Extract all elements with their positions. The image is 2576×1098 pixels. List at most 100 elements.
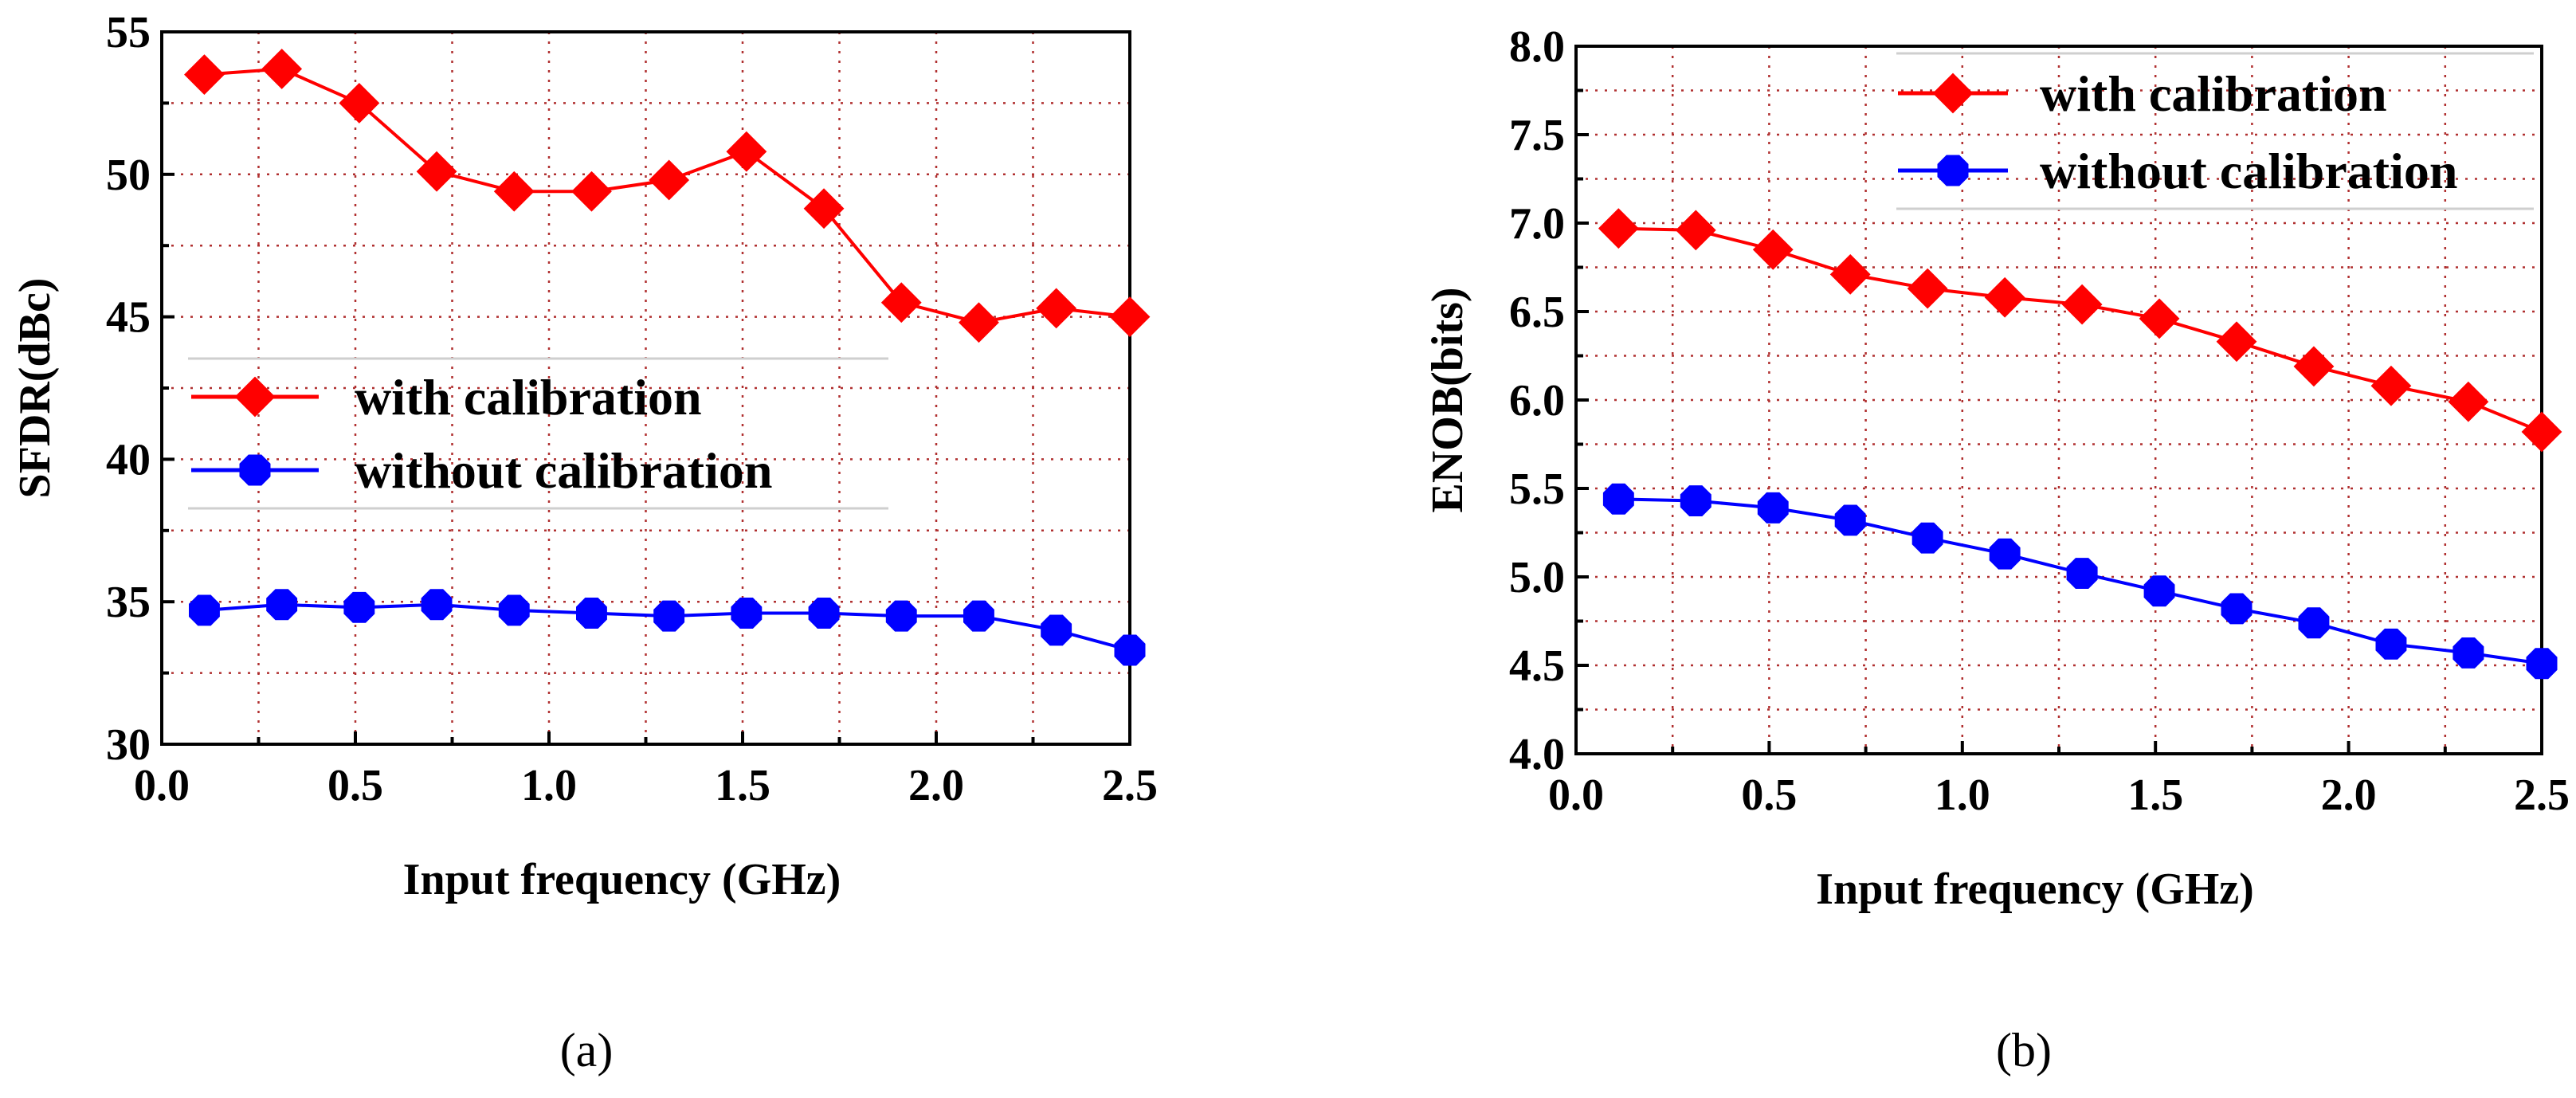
legend-label: with calibration [2040,65,2387,122]
data-point [1757,492,1789,524]
legend: with calibration without calibration [1896,52,2534,210]
data-point [1675,210,1716,251]
y-tick-label: 50 [106,151,151,200]
data-point [1911,522,1943,554]
y-axis-title: ENOB(bits) [1423,287,1472,512]
panel-caption: (a) [560,1024,614,1076]
x-axis-title: Input frequency (GHz) [403,855,841,904]
data-point [2221,593,2253,625]
data-point [576,598,607,629]
series-with-calibration [184,49,1151,343]
gridlines [1576,46,2542,754]
data-point [1598,208,1639,249]
y-tick-label: 6.5 [1509,288,1565,337]
data-point [2061,284,2103,325]
data-point [2143,575,2175,607]
y-axis-title: SFDR(dBc) [10,278,60,499]
data-point [266,589,298,621]
data-point [1602,483,1634,515]
data-point [880,282,922,324]
data-point [343,591,375,623]
data-point [726,131,767,172]
legend-label: without calibration [355,442,772,499]
data-point [2216,321,2257,363]
data-point [1041,614,1072,646]
y-tick-label: 45 [106,293,151,343]
data-point [493,171,535,212]
data-point [959,302,999,343]
data-point [2452,637,2484,669]
y-tick-label: 55 [106,8,151,57]
data-point [498,594,530,626]
data-point [1984,276,2025,318]
data-point [1036,288,1077,329]
data-point [1752,229,1794,270]
x-tick-label: 2.0 [908,761,964,810]
data-point [1834,504,1866,536]
data-point [1829,253,1871,295]
panel-caption: (b) [1996,1024,2052,1076]
y-tick-label: 5.5 [1509,465,1565,514]
data-point [1109,296,1151,338]
legend: with calibration without calibration [188,357,888,510]
x-tick-label: 0.0 [1548,771,1604,820]
data-point [2066,558,2098,589]
x-axis-title: Input frequency (GHz) [1816,865,2254,914]
data-point [731,598,763,629]
data-point [1989,538,2021,570]
legend-marker [234,376,276,418]
y-tick-label: 4.5 [1509,641,1565,691]
data-point [189,594,220,626]
x-tick-label: 0.5 [327,761,383,810]
y-tick-label: 40 [106,435,151,484]
x-tick-label: 1.5 [715,761,770,810]
gridlines [162,32,1130,744]
legend-label: with calibration [355,369,702,425]
data-point [803,188,845,229]
data-point [653,600,685,632]
data-point [885,600,917,632]
y-tick-label: 30 [106,720,151,770]
data-point [571,171,612,212]
x-tick-label: 2.0 [2321,771,2377,820]
data-point [2375,628,2407,660]
y-tick-label: 5.0 [1509,553,1565,602]
x-tick-label: 0.0 [134,761,190,810]
x-tick-label: 0.5 [1741,771,1797,820]
x-tick-label: 1.5 [2127,771,2183,820]
chart-panel-a: 0.0 0.5 1.0 1.5 2.0 2.5 30 35 40 45 50 55 Input freq… [10,8,1158,1076]
y-tick-label: 8.0 [1509,22,1565,72]
data-point [808,598,840,629]
data-point [421,589,453,621]
data-point [1907,268,1948,309]
y-tick-label: 4.0 [1509,730,1565,779]
data-point [261,49,303,89]
series-line [1618,226,2543,433]
data-point [2526,648,2558,680]
series-without-calibration [1602,483,2558,680]
x-tick-label: 2.5 [1102,761,1158,810]
data-point [963,600,994,632]
data-point [1680,485,1711,516]
x-tick-label: 2.5 [2514,771,2570,820]
data-point [2370,365,2412,406]
data-point [416,151,457,192]
y-tick-label: 7.5 [1509,111,1565,160]
series-without-calibration [189,589,1146,666]
legend-marker [239,454,271,486]
y-tick-label: 7.0 [1509,199,1565,249]
data-point [184,54,225,96]
y-tick-label: 6.0 [1509,376,1565,425]
legend-marker [1937,155,1969,186]
data-point [2293,346,2335,387]
data-point [1114,634,1146,666]
data-point [649,159,690,201]
data-point [2521,411,2562,453]
series-with-calibration [1598,208,2562,453]
x-tick-label: 1.0 [521,761,577,810]
data-point [2298,607,2330,639]
legend-label: without calibration [2040,143,2457,199]
legend-marker [1932,73,1974,114]
